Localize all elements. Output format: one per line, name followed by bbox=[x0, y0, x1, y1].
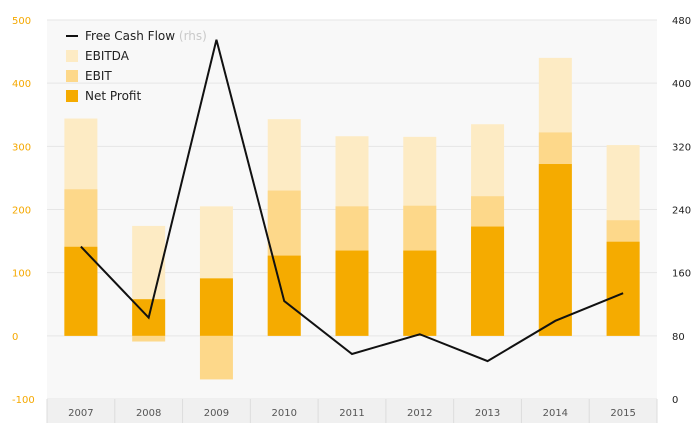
x-tick-label: 2013 bbox=[475, 408, 500, 419]
x-tick-label: 2010 bbox=[271, 408, 296, 419]
right-y-tick-label: 480 bbox=[672, 16, 691, 27]
bar-series bbox=[64, 57, 640, 380]
net-profit-bar bbox=[606, 241, 640, 336]
legend-label: EBIT bbox=[85, 69, 112, 83]
legend-label-text: EBIT bbox=[85, 69, 112, 83]
right-y-tick-label: 240 bbox=[672, 206, 691, 217]
left-y-tick-label: 100 bbox=[12, 269, 31, 280]
right-y-tick-label: 80 bbox=[672, 332, 685, 343]
legend: Free Cash Flow (rhs) EBITDA EBIT Net Profit bbox=[66, 29, 207, 103]
net-profit-bar bbox=[471, 226, 505, 336]
net-profit-bar bbox=[403, 250, 437, 336]
x-tick-label: 2012 bbox=[407, 408, 432, 419]
legend-label-text: Net Profit bbox=[85, 89, 141, 103]
ebit-bar bbox=[132, 335, 166, 342]
x-tick-label: 2011 bbox=[339, 408, 364, 419]
x-tick-label: 2007 bbox=[68, 408, 93, 419]
net-profit-bar bbox=[64, 246, 98, 336]
left-y-tick-label: 500 bbox=[12, 16, 31, 27]
legend-label: Free Cash Flow (rhs) bbox=[85, 29, 207, 43]
x-axis: 2007 2008 2009 2010 2011 2012 2013 2014 2015 bbox=[46, 399, 658, 423]
left-y-axis: -100 0 100 200 300 400 500 bbox=[12, 16, 35, 406]
left-y-tick-label: -100 bbox=[12, 395, 35, 406]
legend-swatch bbox=[66, 90, 78, 102]
legend-label-suffix: (rhs) bbox=[179, 29, 207, 43]
left-y-tick-label: 0 bbox=[12, 332, 18, 343]
x-tick-label: 2009 bbox=[204, 408, 229, 419]
right-y-tick-label: 160 bbox=[672, 269, 691, 280]
left-y-tick-label: 400 bbox=[12, 79, 31, 90]
left-y-tick-label: 300 bbox=[12, 142, 31, 153]
right-y-axis: 0 80 160 240 320 400 480 bbox=[672, 16, 691, 406]
right-y-tick-label: 320 bbox=[672, 142, 691, 153]
x-tick-label: 2008 bbox=[136, 408, 161, 419]
x-tick-label: 2014 bbox=[543, 408, 568, 419]
net-profit-bar bbox=[199, 278, 233, 336]
right-y-tick-label: 400 bbox=[672, 79, 691, 90]
legend-swatch bbox=[66, 70, 78, 82]
right-y-tick-label: 0 bbox=[672, 395, 678, 406]
legend-label: Net Profit bbox=[85, 89, 141, 103]
x-tick-label: 2015 bbox=[610, 408, 635, 419]
legend-label-text: Free Cash Flow bbox=[85, 29, 175, 43]
line-series bbox=[80, 39, 624, 363]
legend-label: EBITDA bbox=[85, 49, 130, 63]
net-profit-bar bbox=[267, 255, 301, 336]
x-axis-band bbox=[47, 399, 657, 423]
net-profit-bar bbox=[335, 250, 369, 336]
ebit-bar bbox=[199, 335, 233, 380]
left-y-tick-label: 200 bbox=[12, 206, 31, 217]
net-profit-bar bbox=[538, 164, 572, 336]
legend-label-text: EBITDA bbox=[85, 49, 130, 63]
legend-swatch bbox=[66, 50, 78, 62]
